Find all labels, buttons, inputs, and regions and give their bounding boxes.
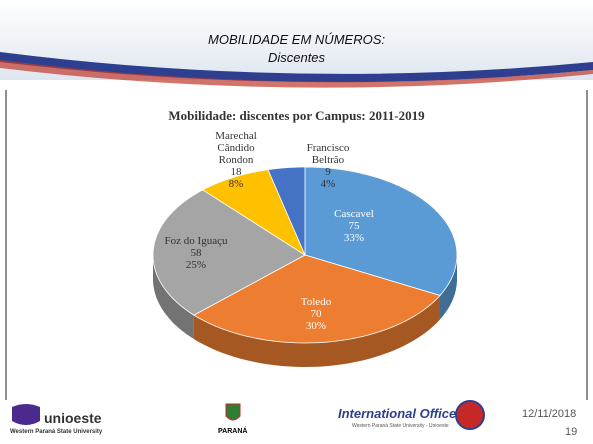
label-value: 70 xyxy=(310,308,322,320)
header-subtitle: Discentes xyxy=(267,50,326,65)
pie-slice xyxy=(193,254,441,344)
label-percent: 33% xyxy=(343,232,365,244)
label-name: Francisco Beltrão xyxy=(306,142,350,166)
page-number: 19 xyxy=(565,426,578,438)
logo-left-sub: Western Paraná State University xyxy=(10,429,103,435)
swoosh xyxy=(0,52,593,83)
swoosh-red xyxy=(0,60,593,88)
logo-right: International Office xyxy=(338,406,457,421)
logo-right-sub: Western Paraná State University - Unioes… xyxy=(352,423,449,429)
label-value: 18 xyxy=(230,166,242,178)
parana-crest xyxy=(225,403,241,421)
data-label: Foz do Iguaçu 58 25% xyxy=(165,235,228,271)
label-percent: 25% xyxy=(185,259,207,271)
data-label: Marechal Cândido Rondon 18 8% xyxy=(215,130,257,190)
label-name: Toledo xyxy=(300,296,332,308)
data-label: Francisco Beltrão 9 4% xyxy=(307,142,350,190)
label-name: Cascavel xyxy=(334,208,374,220)
chart-title: Mobilidade: discentes por Campus: 2011-2… xyxy=(168,108,425,123)
data-label: Toledo 70 30% xyxy=(301,296,331,332)
pie xyxy=(152,166,458,367)
globe xyxy=(455,400,485,430)
data-label: Cascavel 75 33% xyxy=(334,208,374,244)
date: 12/11/2018 xyxy=(522,408,577,420)
pie-side xyxy=(193,295,440,367)
header-title: MOBILIDADE EM NÚMEROS: xyxy=(208,32,385,47)
label-percent: 4% xyxy=(320,178,336,190)
label-name: Foz do Iguaçu xyxy=(164,235,228,247)
pie-slice xyxy=(202,169,306,257)
label-percent: 8% xyxy=(228,178,244,190)
pie-side xyxy=(153,255,194,340)
label-name: Marechal Cândido Rondon xyxy=(215,130,257,166)
pie-slice xyxy=(267,166,306,256)
unioeste-logo xyxy=(12,404,40,425)
label-value: 75 xyxy=(348,220,360,232)
label-value: 58 xyxy=(190,247,202,259)
pie-slice xyxy=(304,166,458,296)
pie-side xyxy=(440,255,457,320)
label-value: 9 xyxy=(325,166,331,178)
logo-left: unioeste xyxy=(44,410,102,426)
label-percent: 30% xyxy=(305,320,327,332)
logo-center: PARANÁ xyxy=(218,428,248,435)
pie-slice xyxy=(152,189,306,316)
